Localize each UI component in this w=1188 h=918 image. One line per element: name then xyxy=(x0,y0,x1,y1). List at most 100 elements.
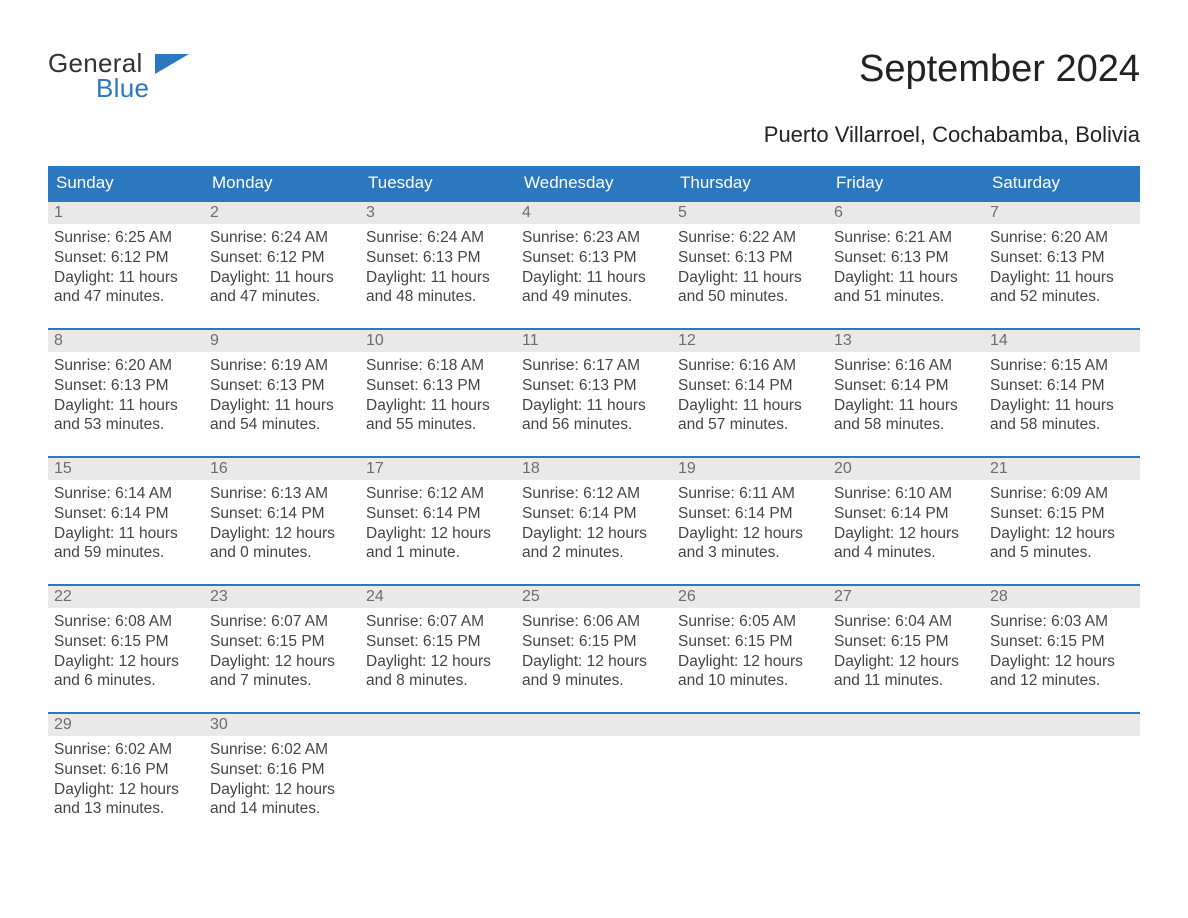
daylight-line: Daylight: 11 hours and 48 minutes. xyxy=(366,268,510,308)
day-body: Sunrise: 6:22 AMSunset: 6:13 PMDaylight:… xyxy=(672,224,828,307)
daylight-line: Daylight: 11 hours and 58 minutes. xyxy=(990,396,1134,436)
sunrise-line: Sunrise: 6:02 AM xyxy=(210,740,354,760)
sunset-line: Sunset: 6:15 PM xyxy=(834,632,978,652)
page-title: September 2024 xyxy=(859,48,1140,91)
daylight-line: Daylight: 11 hours and 58 minutes. xyxy=(834,396,978,436)
sunrise-line: Sunrise: 6:25 AM xyxy=(54,228,198,248)
day-cell: 18Sunrise: 6:12 AMSunset: 6:14 PMDayligh… xyxy=(516,458,672,584)
day-number: 7 xyxy=(984,202,1140,224)
day-cell: 19Sunrise: 6:11 AMSunset: 6:14 PMDayligh… xyxy=(672,458,828,584)
daylight-line: Daylight: 11 hours and 59 minutes. xyxy=(54,524,198,564)
day-body: Sunrise: 6:11 AMSunset: 6:14 PMDaylight:… xyxy=(672,480,828,563)
sunrise-line: Sunrise: 6:10 AM xyxy=(834,484,978,504)
day-body: Sunrise: 6:04 AMSunset: 6:15 PMDaylight:… xyxy=(828,608,984,691)
day-body: Sunrise: 6:10 AMSunset: 6:14 PMDaylight:… xyxy=(828,480,984,563)
day-cell: 24Sunrise: 6:07 AMSunset: 6:15 PMDayligh… xyxy=(360,586,516,712)
day-cell-empty xyxy=(828,714,984,736)
day-number: 18 xyxy=(516,458,672,480)
daylight-line: Daylight: 12 hours and 1 minute. xyxy=(366,524,510,564)
day-number: 16 xyxy=(204,458,360,480)
day-number: 4 xyxy=(516,202,672,224)
daylight-line: Daylight: 12 hours and 3 minutes. xyxy=(678,524,822,564)
day-cell: 30Sunrise: 6:02 AMSunset: 6:16 PMDayligh… xyxy=(204,714,360,840)
sunrise-line: Sunrise: 6:21 AM xyxy=(834,228,978,248)
day-number: 14 xyxy=(984,330,1140,352)
day-body: Sunrise: 6:24 AMSunset: 6:12 PMDaylight:… xyxy=(204,224,360,307)
week-row: 8Sunrise: 6:20 AMSunset: 6:13 PMDaylight… xyxy=(48,328,1140,456)
day-body: Sunrise: 6:09 AMSunset: 6:15 PMDaylight:… xyxy=(984,480,1140,563)
sunset-line: Sunset: 6:14 PM xyxy=(990,376,1134,396)
day-number: 12 xyxy=(672,330,828,352)
sunrise-line: Sunrise: 6:09 AM xyxy=(990,484,1134,504)
sunrise-line: Sunrise: 6:12 AM xyxy=(366,484,510,504)
sunset-line: Sunset: 6:15 PM xyxy=(522,632,666,652)
daylight-line: Daylight: 12 hours and 2 minutes. xyxy=(522,524,666,564)
day-body: Sunrise: 6:20 AMSunset: 6:13 PMDaylight:… xyxy=(48,352,204,435)
week-row: 1 Sunrise: 6:25 AM Sunset: 6:12 PM Daylight… xyxy=(48,200,1140,328)
week-row: 15Sunrise: 6:14 AMSunset: 6:14 PMDayligh… xyxy=(48,456,1140,584)
day-cell-empty xyxy=(984,714,1140,736)
day-cell: 27Sunrise: 6:04 AMSunset: 6:15 PMDayligh… xyxy=(828,586,984,712)
day-cell: 22Sunrise: 6:08 AMSunset: 6:15 PMDayligh… xyxy=(48,586,204,712)
day-number: 8 xyxy=(48,330,204,352)
sunrise-line: Sunrise: 6:19 AM xyxy=(210,356,354,376)
day-number: 1 xyxy=(48,202,204,224)
daylight-line: Daylight: 11 hours and 55 minutes. xyxy=(366,396,510,436)
sunrise-line: Sunrise: 6:18 AM xyxy=(366,356,510,376)
day-body: Sunrise: 6:12 AMSunset: 6:14 PMDaylight:… xyxy=(516,480,672,563)
daylight-line: Daylight: 12 hours and 4 minutes. xyxy=(834,524,978,564)
day-cell: 14Sunrise: 6:15 AMSunset: 6:14 PMDayligh… xyxy=(984,330,1140,456)
sunset-line: Sunset: 6:13 PM xyxy=(834,248,978,268)
daylight-line: Daylight: 11 hours and 52 minutes. xyxy=(990,268,1134,308)
day-header-row: Sunday Monday Tuesday Wednesday Thursday… xyxy=(48,166,1140,200)
sunrise-line: Sunrise: 6:06 AM xyxy=(522,612,666,632)
day-body: Sunrise: 6:16 AMSunset: 6:14 PMDaylight:… xyxy=(672,352,828,435)
day-cell-empty xyxy=(516,714,672,736)
day-cell-empty xyxy=(360,714,516,736)
sunset-line: Sunset: 6:14 PM xyxy=(678,504,822,524)
sunrise-line: Sunrise: 6:11 AM xyxy=(678,484,822,504)
daylight-line: Daylight: 12 hours and 10 minutes. xyxy=(678,652,822,692)
day-number: 5 xyxy=(672,202,828,224)
day-body: Sunrise: 6:17 AMSunset: 6:13 PMDaylight:… xyxy=(516,352,672,435)
day-cell: 3Sunrise: 6:24 AMSunset: 6:13 PMDaylight… xyxy=(360,202,516,328)
day-body: Sunrise: 6:23 AMSunset: 6:13 PMDaylight:… xyxy=(516,224,672,307)
sunrise-line: Sunrise: 6:22 AM xyxy=(678,228,822,248)
sunset-line: Sunset: 6:14 PM xyxy=(210,504,354,524)
day-cell: 21Sunrise: 6:09 AMSunset: 6:15 PMDayligh… xyxy=(984,458,1140,584)
flag-icon xyxy=(155,54,189,81)
daylight-line: Daylight: 11 hours and 57 minutes. xyxy=(678,396,822,436)
day-body: Sunrise: 6:08 AMSunset: 6:15 PMDaylight:… xyxy=(48,608,204,691)
dayhead-sun: Sunday xyxy=(48,166,204,200)
day-cell: 12Sunrise: 6:16 AMSunset: 6:14 PMDayligh… xyxy=(672,330,828,456)
sunset-line: Sunset: 6:13 PM xyxy=(522,248,666,268)
day-cell: 25Sunrise: 6:06 AMSunset: 6:15 PMDayligh… xyxy=(516,586,672,712)
day-body: Sunrise: 6:19 AMSunset: 6:13 PMDaylight:… xyxy=(204,352,360,435)
daylight-line: Daylight: 11 hours and 54 minutes. xyxy=(210,396,354,436)
sunset-line: Sunset: 6:16 PM xyxy=(54,760,198,780)
week-row: 22Sunrise: 6:08 AMSunset: 6:15 PMDayligh… xyxy=(48,584,1140,712)
day-number: 24 xyxy=(360,586,516,608)
day-number: 25 xyxy=(516,586,672,608)
sunset-line: Sunset: 6:14 PM xyxy=(54,504,198,524)
dayhead-thu: Thursday xyxy=(672,166,828,200)
day-number: 29 xyxy=(48,714,204,736)
day-number: 6 xyxy=(828,202,984,224)
sunset-line: Sunset: 6:12 PM xyxy=(210,248,354,268)
daylight-line: Daylight: 11 hours and 49 minutes. xyxy=(522,268,666,308)
daylight-line: Daylight: 12 hours and 11 minutes. xyxy=(834,652,978,692)
daylight-line: Daylight: 12 hours and 6 minutes. xyxy=(54,652,198,692)
sunrise-line: Sunrise: 6:23 AM xyxy=(522,228,666,248)
sunset-line: Sunset: 6:15 PM xyxy=(990,632,1134,652)
sunset-line: Sunset: 6:15 PM xyxy=(366,632,510,652)
day-number: 20 xyxy=(828,458,984,480)
sunrise-line: Sunrise: 6:07 AM xyxy=(210,612,354,632)
daylight-line: Daylight: 11 hours and 50 minutes. xyxy=(678,268,822,308)
day-body: Sunrise: 6:06 AMSunset: 6:15 PMDaylight:… xyxy=(516,608,672,691)
sunrise-line: Sunrise: 6:16 AM xyxy=(834,356,978,376)
header-row: General Blue September 2024 xyxy=(48,48,1140,104)
sunset-line: Sunset: 6:14 PM xyxy=(834,504,978,524)
day-cell: 15Sunrise: 6:14 AMSunset: 6:14 PMDayligh… xyxy=(48,458,204,584)
sunset-line: Sunset: 6:13 PM xyxy=(990,248,1134,268)
day-cell: 9Sunrise: 6:19 AMSunset: 6:13 PMDaylight… xyxy=(204,330,360,456)
